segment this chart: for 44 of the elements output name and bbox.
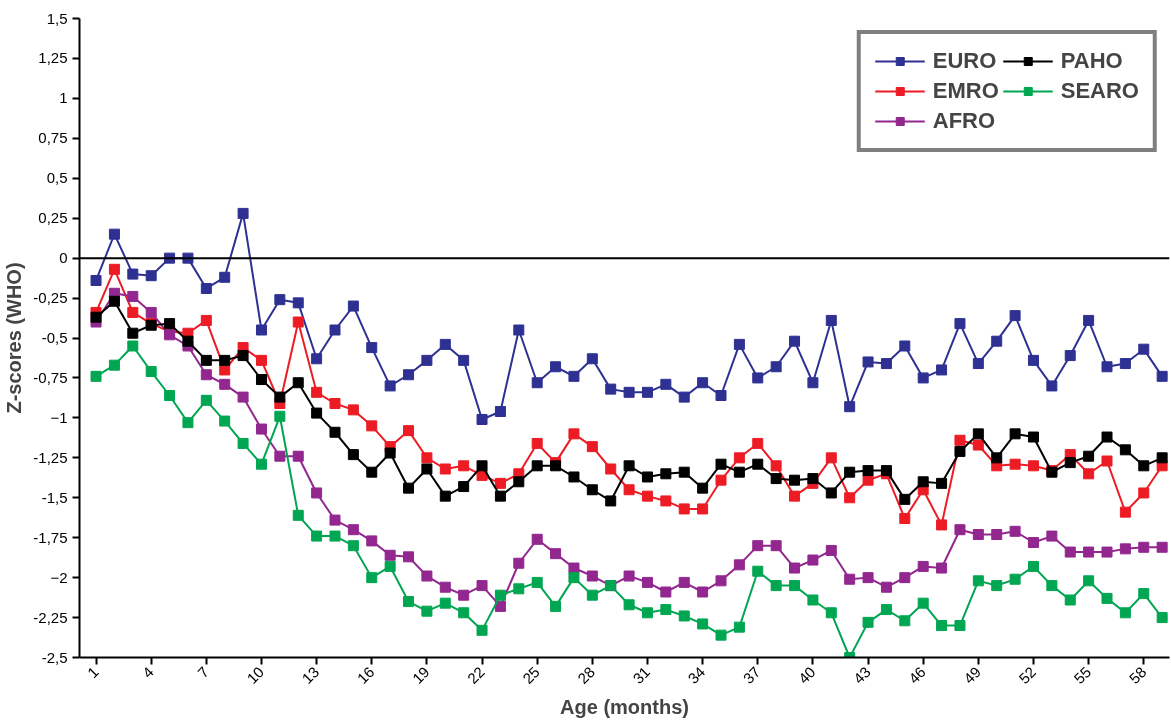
y-tick-label: -2,5: [41, 648, 68, 666]
x-tick-label: 16: [353, 663, 378, 687]
y-tick-label: -2,25: [33, 608, 68, 626]
y-tick-label: 0,75: [38, 129, 68, 147]
y-tick-label: 0,5: [46, 169, 68, 187]
legend-label: AFRO: [932, 108, 996, 134]
y-tick-label: 1: [59, 89, 68, 107]
x-tick-label: 31: [629, 663, 654, 687]
x-tick-label: 34: [684, 663, 709, 687]
y-tick-label: −2: [50, 568, 68, 586]
y-axis-title: Z-scores (WHO): [3, 262, 26, 414]
legend-label: EMRO: [932, 78, 999, 104]
legend-label: SEARO: [1060, 78, 1139, 104]
legend-label: PAHO: [1060, 48, 1123, 74]
y-tick-label: -1,5: [41, 488, 68, 506]
x-tick-label: 1: [83, 663, 102, 682]
x-axis-title: Age (months): [560, 696, 689, 719]
x-tick-label: 40: [794, 663, 819, 687]
x-tick-label: 13: [298, 663, 323, 687]
y-tick-label: 0: [59, 249, 68, 267]
y-tick-label: -1,25: [33, 448, 68, 466]
x-tick-label: 37: [739, 663, 764, 687]
y-tick-label: 0,25: [38, 209, 68, 227]
x-tick-label: 7: [194, 663, 212, 682]
x-tick-label: 22: [463, 663, 488, 687]
x-tick-label: 46: [905, 663, 929, 687]
x-tick-label: 43: [849, 663, 874, 687]
x-tick-label: 55: [1070, 663, 1095, 687]
legend-label: EURO: [932, 48, 997, 74]
x-tick-label: 52: [1015, 663, 1040, 687]
y-tick-label: -0,25: [33, 289, 68, 307]
x-tick-label: 25: [519, 663, 543, 687]
y-tick-label: 1,5: [46, 9, 68, 27]
y-tick-label: -0,75: [33, 368, 68, 386]
x-tick-label: 28: [574, 663, 598, 687]
y-tick-label: 1,25: [38, 49, 68, 67]
x-tick-label: 49: [960, 663, 984, 687]
x-tick-label: 58: [1125, 663, 1150, 687]
x-tick-label: 4: [138, 663, 157, 682]
y-tick-label: -0,5: [41, 329, 68, 346]
y-tick-label: −1: [50, 408, 68, 426]
x-tick-label: 10: [243, 663, 268, 687]
x-tick-label: 19: [408, 663, 433, 687]
y-tick-label: -1,75: [33, 528, 68, 546]
